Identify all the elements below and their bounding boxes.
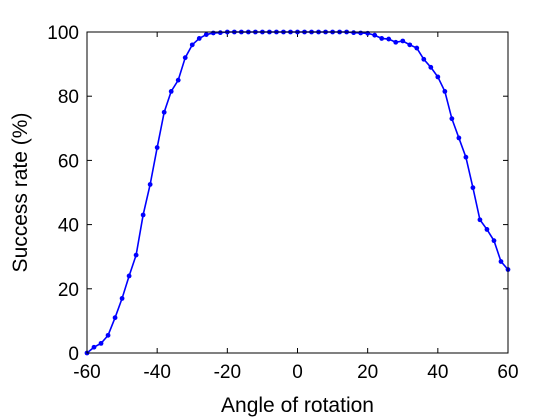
data-point (175, 77, 181, 83)
data-point (210, 30, 216, 36)
y-tick-label: 0 (68, 344, 79, 365)
data-point (161, 109, 167, 115)
y-tick-labels: 0 20 40 60 80 100 (47, 23, 79, 365)
data-point (407, 42, 413, 48)
data-point (463, 154, 469, 160)
data-point (491, 238, 497, 244)
data-point (351, 30, 357, 36)
data-point (386, 36, 392, 42)
data-point (154, 145, 160, 150)
data-point (456, 135, 462, 141)
data-point (91, 344, 97, 350)
x-axis-label: Angle of rotation (221, 394, 374, 417)
data-point (421, 56, 427, 62)
data-point (435, 74, 441, 80)
data-point (112, 315, 118, 321)
y-tick-label: 80 (58, 87, 79, 108)
data-point (189, 42, 195, 48)
data-point (203, 32, 209, 37)
data-point (119, 296, 125, 301)
data-point (498, 259, 504, 264)
data-point (470, 185, 476, 191)
x-tick-label: 20 (357, 362, 378, 383)
series-line (86, 31, 509, 354)
y-tick-label: 20 (58, 280, 79, 301)
x-tick-label: -40 (143, 362, 170, 383)
data-point (393, 39, 399, 45)
x-tick-label: 60 (497, 362, 518, 383)
data-point (182, 55, 188, 61)
data-point (140, 212, 146, 218)
x-tick-label: 40 (427, 362, 448, 383)
data-point (217, 30, 223, 36)
data-point (449, 116, 455, 122)
x-tick-labels: -60 -40 -20 0 20 40 60 (73, 362, 518, 383)
y-tick-label: 100 (47, 23, 79, 44)
y-tick-label: 60 (58, 151, 79, 172)
tick-marks (86, 31, 509, 354)
data-point (400, 38, 406, 44)
plot-frame (86, 31, 509, 354)
y-tick-label: 40 (58, 216, 79, 237)
data-point (133, 252, 139, 258)
data-point (477, 217, 483, 223)
data-point (379, 36, 385, 41)
data-point (428, 64, 434, 70)
data-point (147, 182, 153, 187)
x-tick-label: -60 (73, 362, 100, 383)
data-point (98, 340, 104, 346)
data-point (442, 88, 448, 94)
x-tick-label: -20 (214, 362, 241, 383)
data-point (126, 273, 132, 279)
data-point (358, 30, 364, 36)
data-point (105, 332, 111, 338)
y-axis-label: Success rate (%) (9, 113, 32, 273)
data-point (372, 32, 378, 38)
data-point (484, 227, 490, 232)
data-point (414, 45, 420, 51)
x-tick-label: 0 (292, 362, 303, 383)
data-point (196, 36, 202, 41)
data-point (168, 88, 174, 94)
